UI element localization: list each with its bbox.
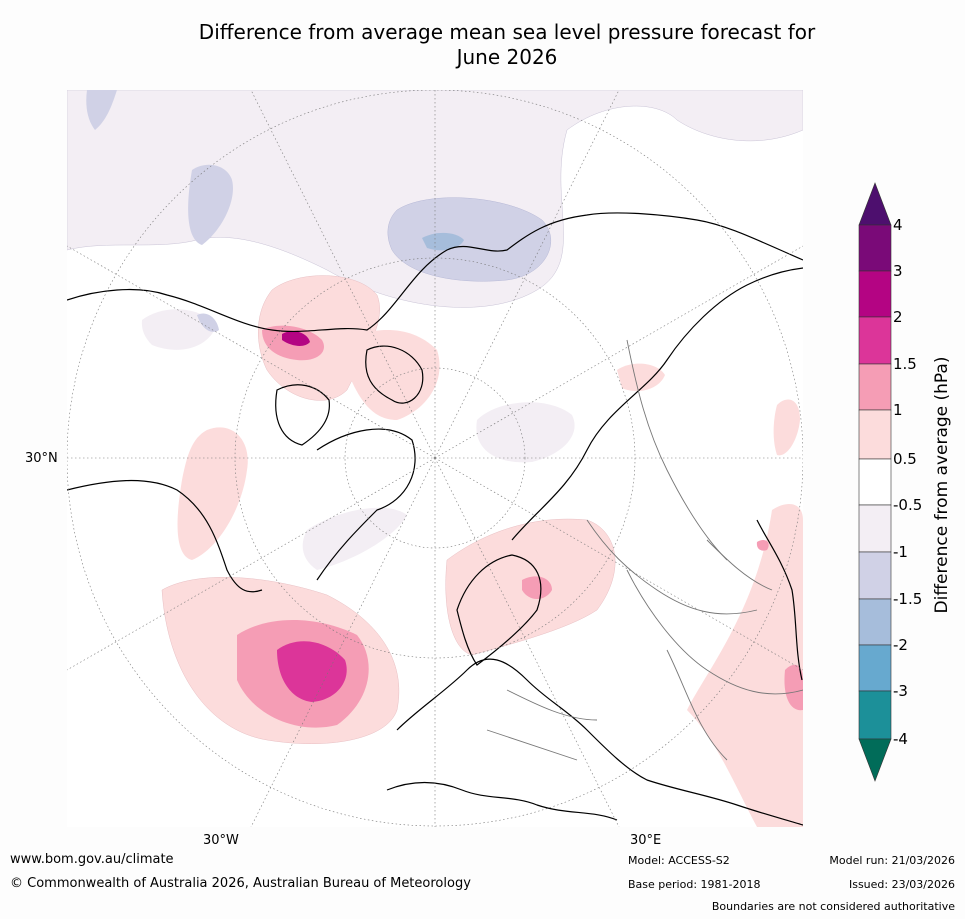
colorbar-tick-2: 2 [893,308,903,326]
anomaly-region-pos-pacific-core [277,641,347,702]
footer-issued: Issued: 23/03/2026 [848,878,955,891]
colorbar-tick-1: 1 [893,401,903,419]
colorbar-tick-neg-0.5: -0.5 [893,496,923,514]
anomaly-region-pos-siberia [617,363,665,392]
colorbar-segment-2-to-3 [858,270,892,318]
border-europe-2 [486,729,578,761]
colorbar-segment-neutral [858,458,892,506]
colorbar-segment-neg-2-to-neg-3 [858,644,892,692]
anomaly-region-pos-east-asia [687,504,803,827]
country-borders [486,339,803,761]
footer-model-run: Model run: 21/03/2026 [829,854,955,867]
graticule-meridian-150w [250,90,436,459]
anomaly-region-neg-hudson [197,313,219,332]
graticule-meridian-30e [434,457,620,827]
colorbar-segment-neg-3-to-neg-4 [858,690,892,740]
coastline-greenland [365,345,424,404]
chart-title: Difference from average mean sea level p… [0,20,965,70]
coastline-canadian-archipelago [316,428,416,581]
colorbar-tick-4: 4 [893,216,903,234]
footer-disclaimer: Boundaries are not considered authoritat… [711,900,955,913]
border-central-asia [666,649,728,761]
anomaly-region-pos-east-asia-mid [784,664,803,711]
footer-base-period: Base period: 1981-2018 [628,878,761,891]
pressure-anomaly-map [67,90,803,827]
colorbar-tick-neg-4: -4 [893,730,908,748]
anomaly-region-neg-barents-core [422,232,464,251]
graticule-meridian-150e [434,90,620,459]
anomaly-region-pos-bering-core [282,331,310,346]
colorbar-tick-neg-1.5: -1.5 [893,590,923,608]
graticule-meridian-120w [67,245,436,459]
anomaly-region-neg-atlantic [302,507,407,570]
anomaly-region-pos-baltic [522,576,552,599]
coastline-west [67,479,263,593]
colorbar-tick-neg-1: -1 [893,543,908,561]
colorbar [858,182,892,782]
coastlines [67,212,803,826]
border-russia-west [586,519,758,615]
colorbar-extend-min [858,738,892,782]
lon-label-30e: 30°E [630,833,662,848]
anomaly-region-pos-kamchatka [773,399,800,456]
border-europe-1 [506,689,598,721]
graticule [67,90,803,827]
colorbar-tick-1.5: 1.5 [893,355,917,373]
colorbar-segment-1.5-to-2 [858,316,892,365]
anomaly-region-pos-chukchi [337,330,440,420]
border-russia-east [626,339,728,561]
footer-url: www.bom.gov.au/climate [10,852,174,867]
coastline-north-america [67,212,803,333]
anomaly-region-neg-barents [387,197,552,282]
colorbar-tick-neg-3: -3 [893,682,908,700]
border-russia-south [626,569,803,695]
lat-label-30n: 30°N [25,451,58,466]
colorbar-segment-neg-0.5-to-neg-1 [858,504,892,553]
coastline-hudson-bay [275,384,330,446]
graticule-meridian-30w [250,457,436,827]
colorbar-tick-0.5: 0.5 [893,450,917,468]
colorbar-tick-neg-2: -2 [893,636,908,654]
colorbar-segment-1-to-1.5 [858,363,892,411]
graticule-meridian-60w [67,457,436,671]
anomaly-region-neg-greenland-sea [188,164,233,245]
colorbar-segment-neg-1.5-to-neg-2 [858,598,892,646]
footer-model: Model: ACCESS-S2 [628,854,730,867]
graticule-meridian-60e [434,457,803,671]
colorbar-label: Difference from average (hPa) [932,356,952,614]
graticule-lat-70 [344,367,526,549]
footer-copyright: © Commonwealth of Australia 2026, Austra… [10,876,471,891]
anomaly-region-neg-arctic [476,402,575,463]
colorbar-segment-neg-1-to-neg-1.5 [858,551,892,600]
lon-label-30w: 30°W [203,833,239,848]
colorbar-segment-0.5-to-1 [858,409,892,460]
colorbar-tick-3: 3 [893,262,903,280]
anomaly-region-pos-east-asia-small [756,539,769,551]
anomaly-region-pos-pacific-west [177,427,248,560]
coastline-scandinavia [456,554,542,666]
anomaly-region-neg-northwest [86,90,117,130]
border-mongolia [706,539,773,591]
graticule-meridian-120e [434,245,803,459]
title-line-1: Difference from average mean sea level p… [198,20,816,44]
title-line-2: June 2026 [456,45,558,69]
anomaly-region-neg-labrador [141,309,217,350]
coastline-eurasia-north [511,267,803,541]
colorbar-extend-max [858,182,892,226]
coastline-europe [396,658,803,826]
colorbar-segment-3-to-4 [858,224,892,272]
coastline-east-asia [756,519,803,681]
coastline-mediterranean [386,781,618,821]
